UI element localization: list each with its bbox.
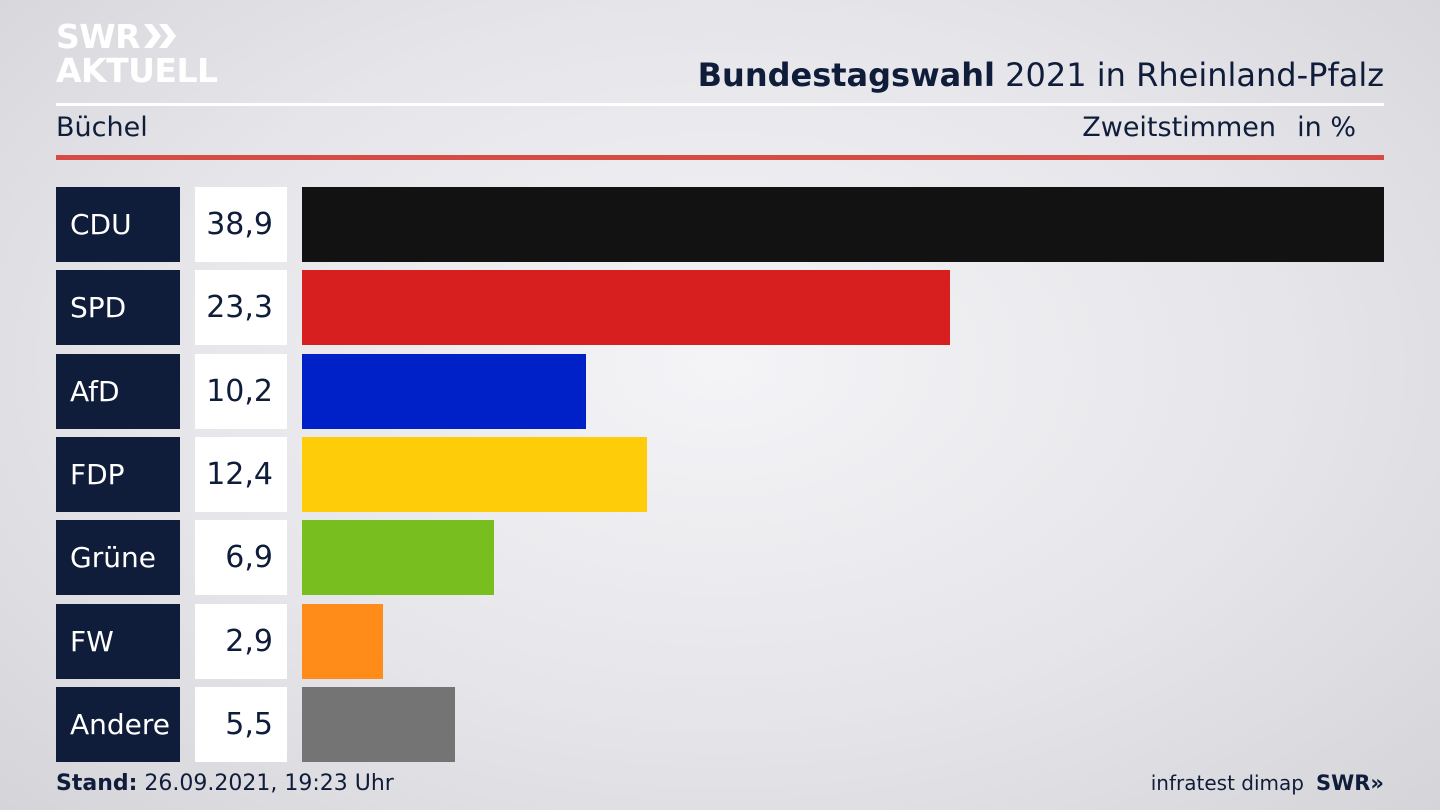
source-label: infratest dimap [1150, 771, 1304, 795]
value-label: 23,3 [195, 270, 287, 346]
bar-row: Andere 5,5 [56, 686, 1384, 762]
party-label: Grüne [56, 520, 180, 596]
swr-brand-chevrons: » [1370, 771, 1384, 795]
stand-label: Stand: [56, 771, 138, 796]
bar-row: FDP 12,4 [56, 436, 1384, 512]
unit-label: in % [1297, 112, 1356, 143]
logo-swr-text: SWR [56, 16, 141, 56]
party-label: FW [56, 603, 180, 679]
page-title: Bundestagswahl 2021 in Rheinland-Pfalz [698, 56, 1384, 94]
bar [302, 436, 647, 512]
bar [302, 520, 494, 596]
swr-aktuell-logo: SWR AKTUELL [56, 18, 218, 90]
measure-label: Zweitstimmen [1082, 112, 1276, 143]
accent-divider [56, 155, 1384, 160]
region-label: Büchel [56, 112, 148, 143]
title-rest: 2021 in Rheinland-Pfalz [995, 56, 1384, 94]
bar-row: CDU 38,9 [56, 187, 1384, 262]
party-label: Andere [56, 686, 180, 762]
swr-brand: SWR» [1316, 771, 1384, 795]
title-bold: Bundestagswahl [697, 56, 995, 94]
bar-row: SPD 23,3 [56, 270, 1384, 346]
bar [302, 187, 1384, 262]
party-label: CDU [56, 187, 180, 262]
swr-brand-text: SWR [1315, 771, 1371, 795]
bar-row: AfD 10,2 [56, 353, 1384, 429]
chevron-double-right-icon [144, 24, 177, 48]
value-label: 2,9 [195, 603, 287, 679]
bar [302, 270, 951, 346]
bar [302, 686, 455, 762]
header-divider [56, 103, 1384, 106]
party-label: SPD [56, 270, 180, 346]
bar [302, 353, 586, 429]
value-label: 12,4 [195, 436, 287, 512]
stand-value: 26.09.2021, 19:23 Uhr [137, 771, 394, 796]
value-label: 10,2 [195, 353, 287, 429]
party-label: AfD [56, 353, 180, 429]
bar [302, 603, 383, 679]
value-label: 38,9 [195, 187, 287, 262]
bar-row: Grüne 6,9 [56, 520, 1384, 596]
bar-row: FW 2,9 [56, 603, 1384, 679]
timestamp: Stand: 26.09.2021, 19:23 Uhr [56, 771, 394, 796]
source-credit: infratest dimap SWR» [1151, 771, 1384, 795]
party-label: FDP [56, 436, 180, 512]
logo-aktuell-text: AKTUELL [56, 51, 218, 90]
value-label: 5,5 [195, 686, 287, 762]
subheader: Büchel Zweitstimmen in % [56, 112, 1384, 152]
value-label: 6,9 [195, 520, 287, 596]
